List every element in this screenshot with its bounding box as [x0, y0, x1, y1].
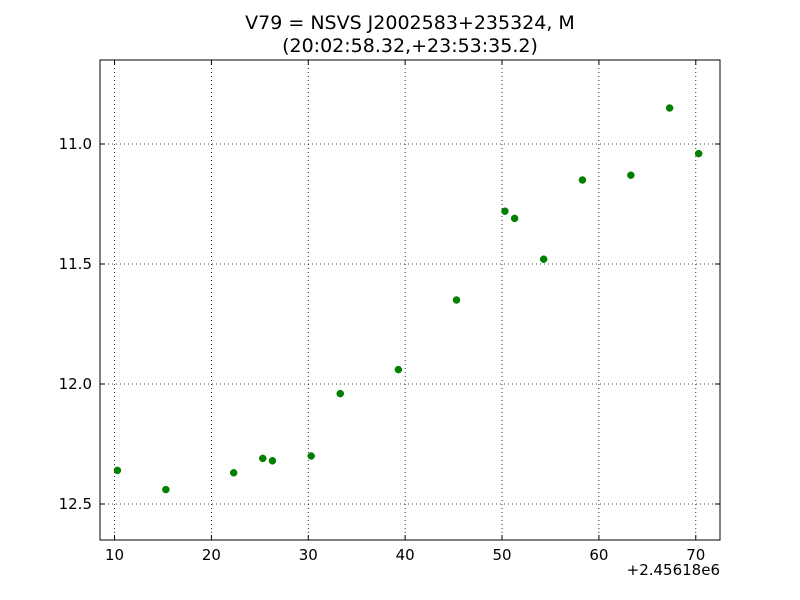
data-point: [510, 214, 519, 223]
y-tick-label: 11.0: [59, 135, 92, 153]
chart-title-line-2: (20:02:58.32,+23:53:35.2): [282, 35, 538, 57]
chart-title-line-1: V79 = NSVS J2002583+235324, M: [245, 12, 575, 34]
data-point: [665, 104, 674, 112]
axis-ticks: 10 20 30 40 50 60 70 11.0 11.5 12.0 12.5: [59, 60, 720, 564]
data-point: [259, 454, 267, 463]
data-point: [229, 469, 238, 477]
data-point: [578, 176, 587, 184]
data-point: [113, 466, 122, 475]
x-tick-label: 70: [686, 546, 705, 564]
data-point: [268, 457, 277, 465]
data-point: [694, 149, 703, 158]
data-point: [539, 255, 548, 263]
y-tick-label: 12.5: [59, 495, 92, 513]
y-tick-label: 11.5: [59, 255, 92, 273]
plot-area-frame: [99, 59, 721, 541]
data-point: [394, 365, 403, 374]
data-point: [336, 389, 344, 398]
y-tick-label: 12.0: [59, 375, 92, 393]
x-tick-label: 60: [589, 546, 608, 564]
data-points: [113, 104, 703, 494]
x-offset-label: +2.45618e6: [627, 561, 720, 579]
x-tick-label: 50: [492, 546, 511, 564]
data-point: [307, 452, 315, 460]
data-point: [627, 171, 635, 179]
data-point: [501, 207, 509, 215]
x-tick-label: 40: [396, 546, 415, 564]
x-tick-label: 30: [299, 546, 318, 564]
grid-lines: [100, 60, 720, 540]
data-point: [452, 296, 461, 304]
x-tick-label: 20: [202, 546, 221, 564]
x-tick-label: 10: [105, 546, 124, 564]
data-point: [162, 485, 170, 494]
